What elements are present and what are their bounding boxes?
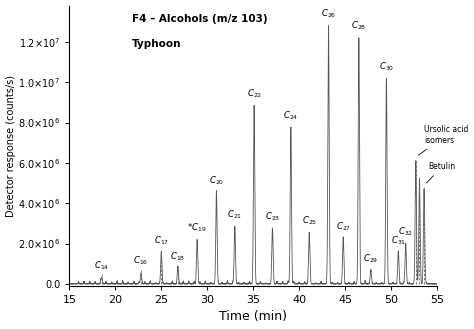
- Text: $C_{20}$: $C_{20}$: [209, 175, 224, 188]
- Text: $C_{32}$: $C_{32}$: [398, 225, 413, 238]
- Text: $*C_{19}$: $*C_{19}$: [187, 221, 207, 234]
- Text: Ursolic acid
isomers: Ursolic acid isomers: [419, 125, 468, 155]
- Text: $C_{18}$: $C_{18}$: [170, 251, 185, 263]
- Text: Betulin: Betulin: [427, 162, 456, 183]
- Text: $C_{29}$: $C_{29}$: [363, 253, 378, 265]
- Text: $C_{16}$: $C_{16}$: [134, 255, 149, 267]
- Text: Typhoon: Typhoon: [132, 39, 182, 49]
- Text: $C_{24}$: $C_{24}$: [283, 110, 299, 122]
- Text: $C_{30}$: $C_{30}$: [379, 60, 394, 72]
- Text: $C_{28}$: $C_{28}$: [351, 20, 366, 32]
- Text: $C_{14}$: $C_{14}$: [94, 259, 109, 272]
- Text: $C_{25}$: $C_{25}$: [301, 214, 317, 227]
- X-axis label: Time (min): Time (min): [219, 311, 287, 323]
- Y-axis label: Detector response (counts/s): Detector response (counts/s): [6, 75, 16, 217]
- Text: $C_{22}$: $C_{22}$: [246, 87, 262, 100]
- Text: $C_{21}$: $C_{21}$: [227, 208, 242, 221]
- Text: $C_{26}$: $C_{26}$: [321, 8, 336, 20]
- Text: F4 – Alcohols (m/z 103): F4 – Alcohols (m/z 103): [132, 14, 267, 24]
- Text: $C_{17}$: $C_{17}$: [154, 235, 169, 247]
- Text: $C_{31}$: $C_{31}$: [391, 235, 406, 247]
- Text: $C_{23}$: $C_{23}$: [265, 210, 280, 223]
- Text: $C_{27}$: $C_{27}$: [336, 220, 351, 233]
